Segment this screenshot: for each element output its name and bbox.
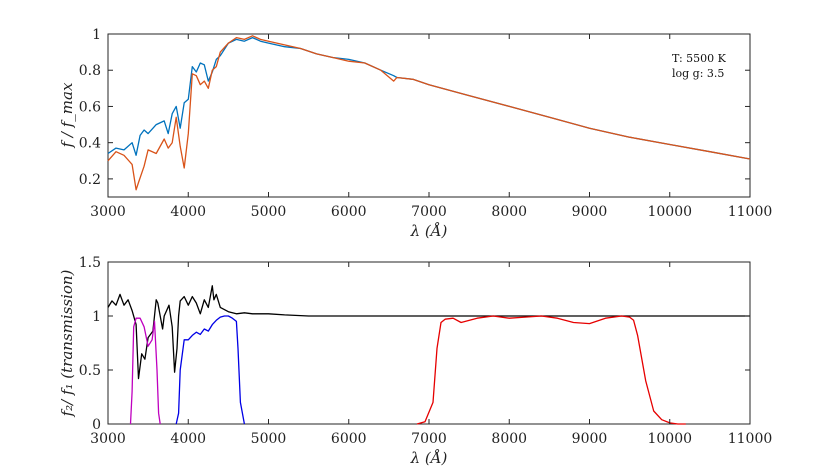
spectrum-x-tick-label: 7000 xyxy=(411,204,447,220)
spectrum-x-tick-label: 8000 xyxy=(491,204,527,220)
transmission-y-axis-label: f₂/ f₁ (transmission) xyxy=(58,269,76,417)
spectrum-x-tick-label: 6000 xyxy=(331,204,367,220)
transmission-x-axis-label: λ (Å) xyxy=(410,449,448,467)
transmission-y-tick-label: 0.5 xyxy=(79,363,101,379)
transmission-y-tick-label: 1.5 xyxy=(79,255,101,271)
transmission-series-line-1 xyxy=(129,317,161,425)
transmission-x-tick-label: 10000 xyxy=(647,431,692,447)
spectrum-x-tick-label: 11000 xyxy=(728,204,773,220)
spectrum-series-line-0 xyxy=(107,36,751,160)
spectrum-y-tick-label: 0.4 xyxy=(79,136,101,152)
spectrum-x-tick-label: 4000 xyxy=(170,204,206,220)
transmission-x-tick-label: 5000 xyxy=(251,431,287,447)
transmission-y-tick-label: 1 xyxy=(92,309,101,325)
transmission-x-tick-label: 8000 xyxy=(491,431,527,447)
spectrum-x-axis-label: λ (Å) xyxy=(410,222,448,240)
transmission-panel: λ (Å) f₂/ f₁ (transmission) 3000 4000 5000… xyxy=(58,255,772,467)
transmission-plot-frame xyxy=(107,261,751,425)
transmission-x-tick-label: 4000 xyxy=(170,431,206,447)
transmission-x-tick-label: 11000 xyxy=(728,431,773,447)
spectrum-y-tick-label: 0.8 xyxy=(79,63,101,79)
transmission-series-line-0 xyxy=(107,285,750,380)
spectrum-series-line-1 xyxy=(107,35,751,191)
logg-annotation: log g: 3.5 xyxy=(672,67,724,80)
transmission-y-tick-label: 0 xyxy=(92,417,101,433)
spectrum-y-tick-label: 0.2 xyxy=(79,172,101,188)
spectrum-y-tick-label: 0.6 xyxy=(79,99,101,115)
spectrum-y-tick-label: 1 xyxy=(92,27,101,43)
spectrum-x-tick-label: 5000 xyxy=(251,204,287,220)
temperature-annotation: T: 5500 K xyxy=(672,52,727,65)
spectrum-panel: T: 5500 K log g: 3.5 λ (Å) f / f_max 300… xyxy=(58,27,772,240)
transmission-series-line-2 xyxy=(175,315,246,425)
transmission-x-tick-label: 3000 xyxy=(90,431,126,447)
transmission-x-tick-label: 7000 xyxy=(411,431,447,447)
spectrum-x-tick-label: 3000 xyxy=(90,204,126,220)
transmission-x-tick-label: 9000 xyxy=(572,431,608,447)
spectrum-y-axis-label: f / f_max xyxy=(58,82,76,148)
transmission-series-line-3 xyxy=(416,315,686,425)
transmission-x-tick-label: 6000 xyxy=(331,431,367,447)
spectrum-x-tick-label: 10000 xyxy=(647,204,692,220)
spectrum-x-tick-label: 9000 xyxy=(572,204,608,220)
spectrum-plot-frame xyxy=(107,33,751,198)
